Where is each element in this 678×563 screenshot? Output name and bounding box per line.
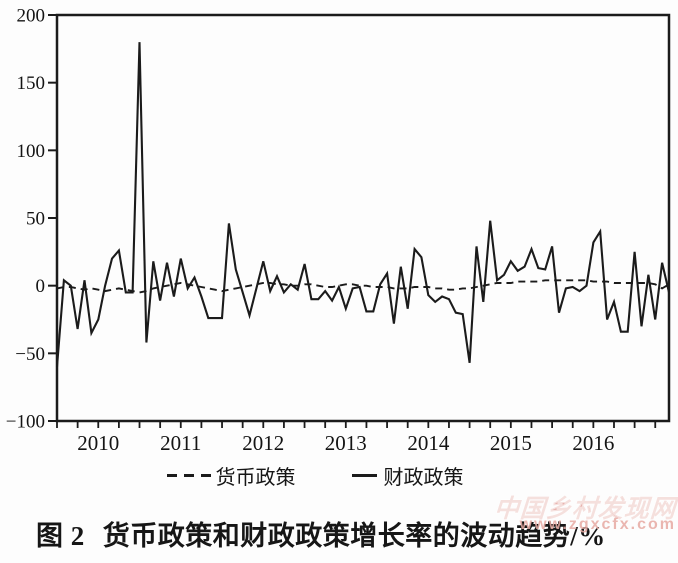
- fluctuation-chart-svg: 200 150 100 50 0 −50 −100 2010 2011 2012 2013 2014 2…: [6, 6, 671, 455]
- y-tick-label: 200: [17, 6, 46, 27]
- solid-line-sample: [351, 474, 377, 477]
- x-year-label: 2010: [77, 431, 119, 455]
- x-year-label: 2012: [242, 431, 284, 455]
- x-year-label: 2013: [325, 431, 367, 455]
- y-tick-label: 0: [36, 276, 46, 297]
- x-year-label: 2016: [572, 431, 614, 455]
- y-tick-label: 100: [17, 141, 46, 162]
- figure-caption-text: 货币政策和财政政策增长率的波动趋势/%: [102, 521, 606, 551]
- legend-item-fiscal-policy: 财政政策: [351, 461, 464, 490]
- y-tick-label: −100: [6, 412, 45, 433]
- legend-label-fiscal-policy: 财政政策: [383, 467, 464, 489]
- y-tick-label: 150: [17, 73, 46, 94]
- y-tick-label: 50: [26, 209, 45, 230]
- series-line-fiscal-policy: [55, 42, 671, 367]
- x-year-label: 2011: [160, 431, 201, 455]
- dashed-line-sample: [166, 474, 213, 477]
- figure-caption: 图 2 货币政策和财政政策增长率的波动趋势/%: [36, 514, 606, 553]
- y-tick-label: −50: [15, 344, 45, 365]
- legend-item-monetary-policy: 货币政策: [166, 461, 296, 490]
- x-year-label: 2014: [407, 431, 450, 455]
- chart-legend: 货币政策 财政政策: [0, 461, 654, 490]
- legend-label-monetary-policy: 货币政策: [215, 467, 296, 489]
- series-line-monetary-policy: [56, 279, 670, 294]
- figure-caption-label: 图 2: [36, 521, 85, 551]
- plot-border: [55, 13, 671, 423]
- x-year-label: 2015: [490, 431, 532, 455]
